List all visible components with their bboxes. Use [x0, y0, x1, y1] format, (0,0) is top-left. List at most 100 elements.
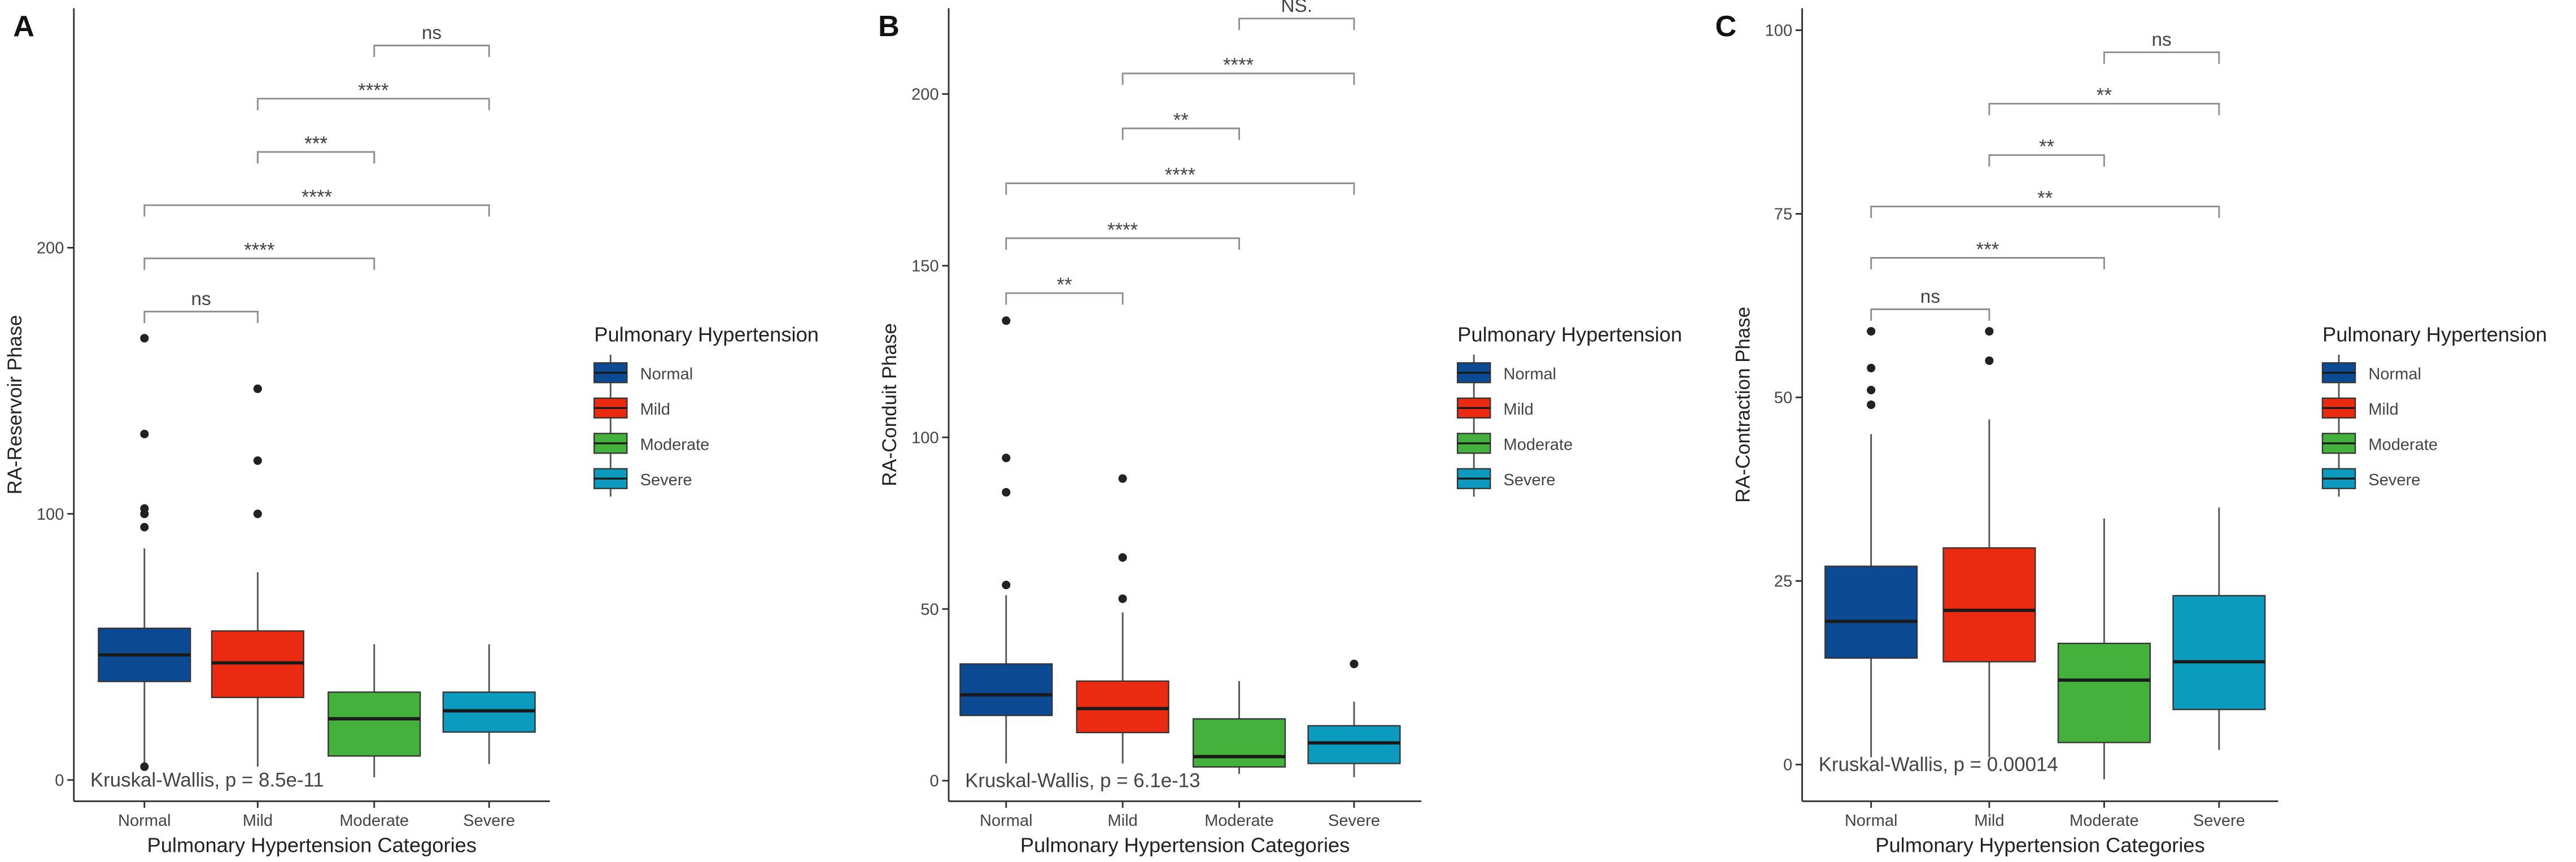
x-tick-label: Moderate: [1204, 812, 1274, 830]
significance-label: ****: [302, 186, 333, 208]
legend-label: Mild: [1504, 400, 1534, 419]
significance-label: ***: [1976, 239, 1999, 261]
box-iqr: [1076, 680, 1169, 734]
x-tick-label: Mild: [1108, 812, 1138, 830]
significance-bracket: ***: [1870, 239, 2105, 269]
significance-bracket: ***: [256, 133, 376, 164]
box-moderate: [328, 644, 421, 778]
box-normal: [98, 334, 191, 771]
legend-entry-severe: Severe: [1456, 460, 1556, 497]
significance-bracket: NS.: [1238, 0, 1355, 31]
panel-label: C: [1715, 10, 1737, 43]
significance-bracket: ns: [2103, 29, 2220, 64]
significance-label: ns: [1920, 286, 1940, 307]
x-tick-label: Severe: [2193, 812, 2245, 830]
box-iqr: [1824, 565, 1918, 659]
x-tick-label: Mild: [243, 812, 273, 830]
y-tick-label: 75: [1774, 206, 1792, 224]
outlier-point: [1867, 400, 1876, 410]
legend: Pulmonary Hypertension Normal Mild Moderate…: [2321, 323, 2547, 497]
significance-bracket: **: [1005, 274, 1124, 305]
outlier-point: [1002, 487, 1011, 497]
legend-entry-mild: Mild: [2321, 390, 2399, 426]
legend-label: Severe: [640, 471, 692, 489]
legend-label: Moderate: [640, 436, 710, 454]
x-axis-title: Pulmonary Hypertension Categories: [1020, 834, 1350, 857]
x-axis-title: Pulmonary Hypertension Categories: [1875, 834, 2205, 857]
significance-label: **: [1173, 109, 1189, 131]
legend-entry-severe: Severe: [2321, 460, 2420, 497]
bracket-line: [1870, 206, 2220, 218]
outlier-point: [1867, 326, 1876, 336]
significance-bracket: ns: [373, 23, 490, 57]
legend: Pulmonary Hypertension Normal Mild Moderate…: [593, 323, 819, 497]
test-statistic: Kruskal-Wallis, p = 8.5e-11: [90, 769, 324, 791]
bracket-line: [1005, 237, 1241, 250]
legend-label: Moderate: [2368, 436, 2438, 454]
bracket-line: [1005, 292, 1124, 305]
x-axis-title: Pulmonary Hypertension Categories: [147, 834, 477, 857]
y-tick-label: 100: [1765, 22, 1792, 40]
bracket-line: [1988, 154, 2105, 167]
box-moderate: [1193, 681, 1286, 774]
legend-entry-mild: Mild: [1456, 390, 1534, 426]
bracket-line: [1121, 72, 1355, 85]
box-iqr: [1942, 547, 2036, 663]
bracket-line: [1870, 308, 1990, 321]
legend-label: Normal: [640, 365, 693, 383]
significance-bracket: ns: [143, 289, 259, 323]
test-statistic: Kruskal-Wallis, p = 6.1e-13: [965, 770, 1200, 792]
bracket-line: [1005, 182, 1355, 195]
outlier-point: [1985, 326, 1994, 336]
box-mild: [1942, 326, 2036, 757]
x-tick-label: Normal: [980, 812, 1033, 830]
panel-label: A: [13, 10, 34, 43]
bracket-line: [373, 45, 490, 57]
significance-bracket: **: [1121, 109, 1241, 140]
outlier-point: [1002, 454, 1011, 463]
box-iqr: [2057, 642, 2151, 743]
significance-label: ****: [1165, 164, 1196, 186]
legend-entry-moderate: Moderate: [1456, 425, 1573, 462]
significance-bracket: ****: [256, 80, 490, 111]
box-mild: [1076, 474, 1169, 764]
legend-entry-mild: Mild: [593, 390, 670, 426]
legend-title: Pulmonary Hypertension: [594, 323, 819, 346]
y-tick-label: 200: [911, 86, 938, 104]
significance-label: ****: [244, 239, 275, 261]
y-tick-label: 50: [920, 600, 938, 619]
legend-entry-normal: Normal: [593, 354, 693, 391]
outlier-point: [140, 504, 149, 513]
outlier-point: [1867, 385, 1876, 395]
outlier-point: [1985, 356, 1994, 365]
significance-label: NS.: [1281, 0, 1312, 16]
y-axis-title: RA-Contraction Phase: [1732, 307, 1754, 503]
box-severe: [2172, 507, 2266, 750]
significance-label: **: [2037, 188, 2053, 210]
bracket-line: [143, 311, 259, 323]
bracket-line: [256, 98, 490, 111]
legend-entry-normal: Normal: [1456, 354, 1556, 391]
significance-bracket: **: [1988, 136, 2105, 167]
outlier-point: [253, 456, 262, 465]
x-tick-label: Mild: [1974, 812, 2004, 830]
y-tick-label: 50: [1774, 389, 1792, 407]
bracket-line: [1988, 103, 2220, 115]
significance-bracket: **: [1870, 188, 2220, 218]
x-tick-label: Severe: [463, 812, 515, 830]
box-mild: [211, 384, 304, 767]
legend-label: Mild: [640, 400, 670, 419]
legend-title: Pulmonary Hypertension: [1457, 323, 1682, 346]
significance-label: **: [2039, 136, 2055, 158]
y-tick-label: 0: [929, 772, 938, 790]
bracket-line: [1121, 127, 1241, 140]
outlier-point: [1118, 594, 1127, 603]
bracket-line: [256, 151, 376, 164]
legend: Pulmonary Hypertension Normal Mild Moderate…: [1456, 323, 1682, 497]
outlier-point: [1118, 553, 1127, 562]
x-tick-label: Normal: [118, 812, 171, 830]
y-tick-label: 150: [911, 258, 938, 276]
